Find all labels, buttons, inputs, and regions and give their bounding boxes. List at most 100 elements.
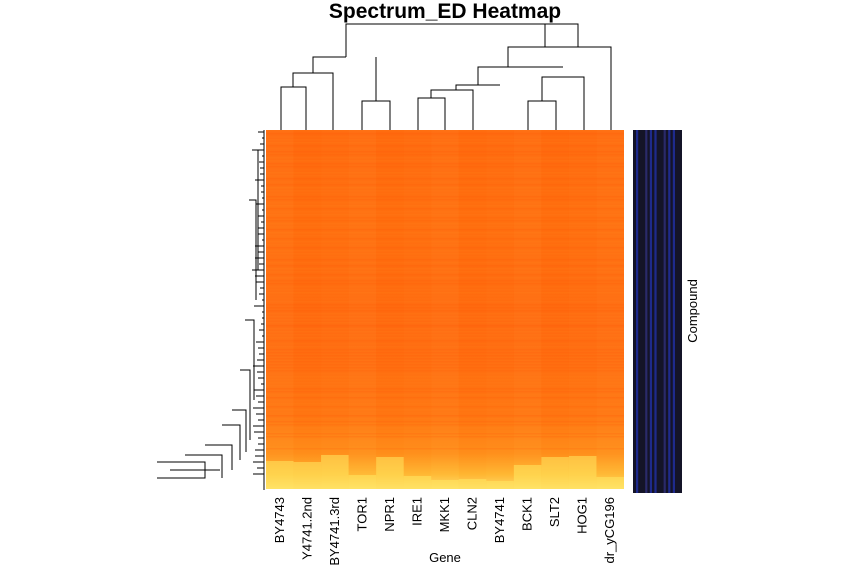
heatmap-column [513, 130, 542, 489]
heatmap-row-stripe [266, 151, 624, 153]
heatmap-low-band [321, 455, 349, 489]
heatmap-row-stripe [266, 403, 624, 405]
heatmap-row-stripe [266, 316, 624, 318]
heatmap-row-stripe [266, 373, 624, 375]
side-color-stripe [640, 130, 643, 493]
heatmap-row-stripe [266, 325, 624, 327]
heatmap-row-stripe [266, 196, 624, 198]
heatmap-row-stripe [266, 292, 624, 294]
heatmap-low-band [541, 457, 569, 489]
heatmap-row-stripe [266, 406, 624, 408]
column-dendrogram [280, 23, 612, 130]
heatmap-row-stripe [266, 232, 624, 234]
heatmap-row-stripe [266, 448, 624, 450]
heatmap-row-stripe [266, 256, 624, 258]
heatmap-low-band [568, 456, 597, 489]
heatmap-row-stripe [266, 244, 624, 246]
heatmap-row-stripe [266, 205, 624, 207]
heatmap-row-stripe [266, 385, 624, 387]
heatmap-row-stripe [266, 382, 624, 384]
heatmap-row-stripe [266, 157, 624, 159]
heatmap-row-stripe [266, 313, 624, 315]
heatmap-row-stripe [266, 223, 624, 225]
heatmap-row-stripe [266, 184, 624, 186]
heatmap-column [596, 130, 624, 489]
heatmap-row-stripe [266, 343, 624, 345]
heatmap-row-stripe [266, 358, 624, 360]
side-color-stripe [649, 130, 652, 493]
heatmap-row-stripe [266, 328, 624, 330]
heatmap-row-stripe [266, 187, 624, 189]
heatmap-row-stripe [266, 319, 624, 321]
heatmap-row-stripe [266, 208, 624, 210]
heatmap-row-stripe [266, 424, 624, 426]
heatmap-low-band [376, 457, 404, 489]
heatmap-row-stripe [266, 163, 624, 165]
heatmap-row-stripe [266, 265, 624, 267]
chart-title: Spectrum_ED Heatmap [329, 0, 561, 23]
heatmap-row-stripe [266, 418, 624, 420]
heatmap-row-stripe [266, 346, 624, 348]
heatmap-row-stripe [266, 136, 624, 138]
heatmap-column [568, 130, 597, 489]
heatmap-matrix [266, 130, 624, 489]
heatmap-row-stripe [266, 214, 624, 216]
heatmap-row-stripe [266, 433, 624, 435]
heatmap-row-stripe [266, 355, 624, 357]
heatmap-row-stripe [266, 310, 624, 312]
row-dendrogram-branch [240, 369, 251, 440]
heatmap-row-stripe [266, 241, 624, 243]
heatmap-row-stripe [266, 148, 624, 150]
column-tick-label: Y4741.2nd [299, 497, 314, 560]
heatmap-row-stripe [266, 322, 624, 324]
heatmap-row-stripe [266, 361, 624, 363]
heatmap-row-stripe [266, 307, 624, 309]
column-tick-label: CLN2 [465, 497, 480, 530]
column-tick-label: BCK1 [520, 497, 535, 531]
heatmap-row-stripe [266, 286, 624, 288]
heatmap-row-stripe [266, 331, 624, 333]
side-color-stripe [663, 130, 666, 493]
heatmap-low-band [403, 476, 432, 489]
heatmap-column [376, 130, 404, 489]
column-tick-label: IRE1 [409, 497, 424, 526]
heatmap-row-stripe [266, 130, 624, 132]
heatmap-low-band [431, 480, 459, 489]
heatmap-low-band [458, 479, 487, 489]
heatmap-row-stripe [266, 229, 624, 231]
heatmap-row-stripe [266, 274, 624, 276]
row-dendrogram-branch [205, 444, 233, 470]
heatmap-column [403, 130, 432, 489]
heatmap-row-stripe [266, 340, 624, 342]
heatmap-row-stripe [266, 430, 624, 432]
row-dendrogram-branch [252, 149, 259, 271]
heatmap-row-stripe [266, 166, 624, 168]
side-color-stripe [677, 130, 680, 493]
heatmap-row-stripe [266, 181, 624, 183]
heatmap-row-stripe [266, 352, 624, 354]
heatmap-row-stripe [266, 415, 624, 417]
heatmap-row-stripe [266, 394, 624, 396]
heatmap-row-stripe [266, 169, 624, 171]
row-dendrogram [157, 130, 265, 490]
row-dendrogram-branch [185, 454, 223, 478]
heatmap-column [541, 130, 569, 489]
heatmap-row-stripe [266, 160, 624, 162]
heatmap-row-stripe [266, 370, 624, 372]
heatmap-row-stripe [266, 139, 624, 141]
heatmap-row-stripe [266, 250, 624, 252]
heatmap-row-stripe [266, 295, 624, 297]
column-tick-label: dr_yCG196 [602, 497, 617, 563]
column-tick-label: BY4741.3rd [327, 497, 342, 566]
heatmap-low-band [486, 481, 514, 489]
heatmap-column [266, 130, 294, 489]
heatmap-row-stripe [266, 283, 624, 285]
heatmap-row-stripe [266, 436, 624, 438]
heatmap-row-stripe [266, 220, 624, 222]
heatmap-row-stripe [266, 397, 624, 399]
heatmap-row-stripe [266, 298, 624, 300]
heatmap-column [321, 130, 349, 489]
side-color-stripe [645, 130, 648, 493]
column-side-colors [633, 130, 682, 493]
row-dendrogram-branch [249, 199, 257, 300]
